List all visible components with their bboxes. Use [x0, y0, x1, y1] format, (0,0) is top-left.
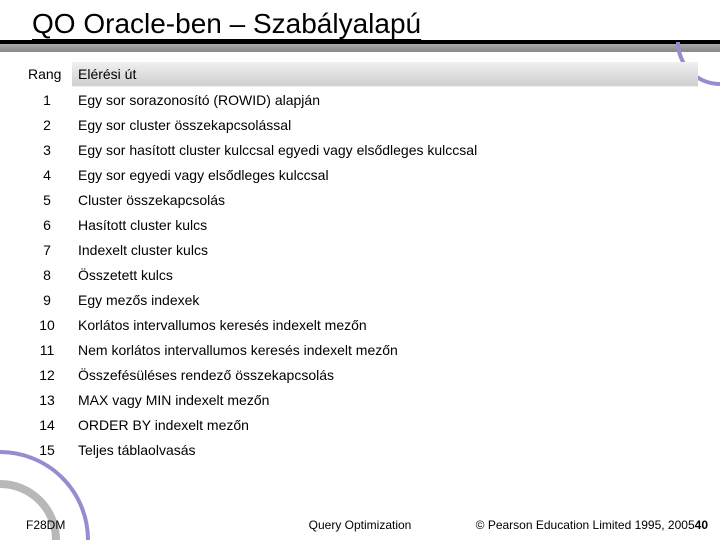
table-row: 7Indexelt cluster kulcs — [22, 237, 698, 262]
cell-path: Összefésüléses rendező összekapcsolás — [72, 362, 698, 387]
cell-rang: 12 — [22, 362, 72, 387]
table-row: 6Hasított cluster kulcs — [22, 212, 698, 237]
top-gray-bar — [0, 44, 720, 52]
table-row: 1Egy sor sorazonosító (ROWID) alapján — [22, 87, 698, 113]
table-row: 15Teljes táblaolvasás — [22, 437, 698, 462]
cell-rang: 11 — [22, 337, 72, 362]
cell-rang: 13 — [22, 387, 72, 412]
cell-rang: 1 — [22, 87, 72, 113]
cell-path: Nem korlátos intervallumos keresés index… — [72, 337, 698, 362]
table-row: 13MAX vagy MIN indexelt mezőn — [22, 387, 698, 412]
cell-path: ORDER BY indexelt mezőn — [72, 412, 698, 437]
cell-rang: 10 — [22, 312, 72, 337]
cell-path: Indexelt cluster kulcs — [72, 237, 698, 262]
cell-path: Teljes táblaolvasás — [72, 437, 698, 462]
table-body: 1Egy sor sorazonosító (ROWID) alapján 2E… — [22, 87, 698, 463]
cell-path: Egy sor hasított cluster kulccsal egyedi… — [72, 137, 698, 162]
cell-rang: 6 — [22, 212, 72, 237]
cell-path: Összetett kulcs — [72, 262, 698, 287]
slide: QO Oracle-ben – Szabályalapú Rang Elérés… — [0, 0, 720, 540]
table-row: 9Egy mezős indexek — [22, 287, 698, 312]
cell-path: Egy mezős indexek — [72, 287, 698, 312]
table-row: 4Egy sor egyedi vagy elsődleges kulccsal — [22, 162, 698, 187]
rules-table: Rang Elérési út 1Egy sor sorazonosító (R… — [22, 62, 698, 462]
footer-copyright: © Pearson Education Limited 1995, 2005 — [476, 518, 695, 532]
table-row: 2Egy sor cluster összekapcsolással — [22, 112, 698, 137]
cell-rang: 9 — [22, 287, 72, 312]
cell-path: Korlátos intervallumos keresés indexelt … — [72, 312, 698, 337]
footer-left: F28DM — [26, 518, 65, 532]
cell-rang: 4 — [22, 162, 72, 187]
table-row: 11Nem korlátos intervallumos keresés ind… — [22, 337, 698, 362]
cell-rang: 14 — [22, 412, 72, 437]
cell-path: Egy sor cluster összekapcsolással — [72, 112, 698, 137]
table-row: 3Egy sor hasított cluster kulccsal egyed… — [22, 137, 698, 162]
table-row: 8Összetett kulcs — [22, 262, 698, 287]
table-row: 12Összefésüléses rendező összekapcsolás — [22, 362, 698, 387]
cell-path: MAX vagy MIN indexelt mezőn — [72, 387, 698, 412]
page-number: 40 — [695, 518, 708, 532]
cell-path: Egy sor egyedi vagy elsődleges kulccsal — [72, 162, 698, 187]
footer-right: © Pearson Education Limited 1995, 200540 — [476, 518, 708, 532]
cell-rang: 7 — [22, 237, 72, 262]
rules-table-wrap: Rang Elérési út 1Egy sor sorazonosító (R… — [22, 62, 698, 462]
table-row: 10Korlátos intervallumos keresés indexel… — [22, 312, 698, 337]
cell-rang: 8 — [22, 262, 72, 287]
table-row: 5Cluster összekapcsolás — [22, 187, 698, 212]
table-row: 14ORDER BY indexelt mezőn — [22, 412, 698, 437]
table-header-row: Rang Elérési út — [22, 62, 698, 87]
slide-title: QO Oracle-ben – Szabályalapú — [32, 8, 421, 40]
col-header-path: Elérési út — [72, 62, 698, 87]
cell-rang: 5 — [22, 187, 72, 212]
cell-rang: 3 — [22, 137, 72, 162]
cell-rang: 2 — [22, 112, 72, 137]
cell-path: Hasított cluster kulcs — [72, 212, 698, 237]
col-header-rang: Rang — [22, 62, 72, 87]
cell-path: Egy sor sorazonosító (ROWID) alapján — [72, 87, 698, 113]
cell-path: Cluster összekapcsolás — [72, 187, 698, 212]
footer: F28DM Query Optimization © Pearson Educa… — [0, 514, 720, 536]
